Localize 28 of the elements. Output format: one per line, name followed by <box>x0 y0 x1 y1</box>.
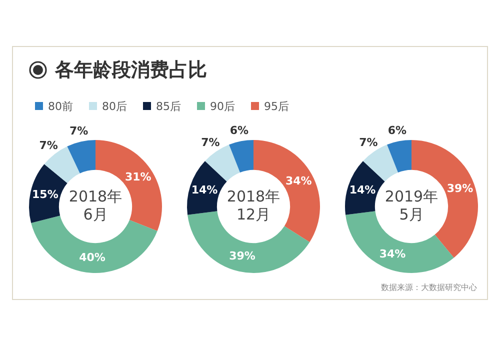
data-label: 34% <box>379 247 406 260</box>
data-label: 34% <box>285 174 312 188</box>
text: 12月 <box>236 205 271 224</box>
text: 2018年 <box>226 187 280 206</box>
text: 2019年 <box>384 187 438 206</box>
data-label: 14% <box>349 183 376 196</box>
data-label: 6% <box>388 124 407 138</box>
data-label: 31% <box>124 170 152 184</box>
data-label: 15% <box>32 188 58 202</box>
legend-label: 95后 <box>264 100 289 113</box>
data-label: 39% <box>446 182 474 195</box>
data-label: 14% <box>191 183 218 196</box>
text: 6月 <box>83 205 108 224</box>
data-label: 7% <box>201 136 220 150</box>
legend-label: 90后 <box>210 100 235 113</box>
data-label: 7% <box>39 138 58 152</box>
legend-label: 85后 <box>156 100 181 113</box>
data-label: 6% <box>230 124 249 138</box>
text: 5月 <box>399 205 424 224</box>
chart-title: 各年龄段消费占比 <box>55 58 207 83</box>
legend-label: 80后 <box>102 100 127 113</box>
legend-label: 80前 <box>48 100 73 113</box>
data-label: 7% <box>359 136 378 150</box>
data-label: 40% <box>79 250 106 264</box>
source-note: 数据来源：大数据研究中心 <box>381 282 477 293</box>
data-label: 39% <box>229 250 256 263</box>
data-label: 7% <box>69 124 88 138</box>
text: 2018年 <box>68 187 122 206</box>
